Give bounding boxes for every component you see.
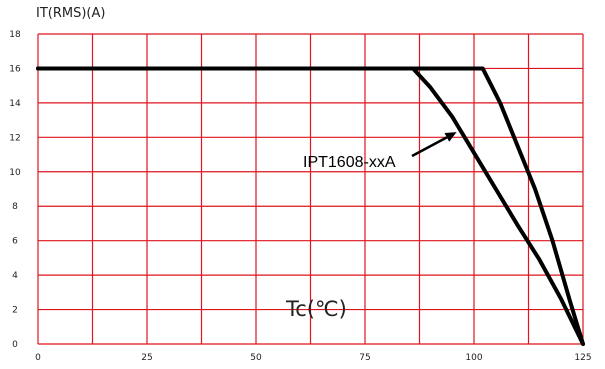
y-tick-label: 10 bbox=[9, 168, 21, 178]
x-tick-label: 75 bbox=[359, 353, 370, 363]
x-axis-label: Tc(℃) bbox=[285, 297, 347, 321]
y-tick-label: 8 bbox=[12, 202, 18, 212]
curves bbox=[36, 66, 585, 346]
y-tick-label: 18 bbox=[9, 30, 21, 40]
y-tick-label: 12 bbox=[9, 133, 20, 143]
x-axis-ticks: 0 25 50 75 100 125 bbox=[35, 353, 591, 363]
x-tick-label: 100 bbox=[465, 353, 482, 363]
series-line-2 bbox=[36, 66, 585, 346]
annotation-arrowhead bbox=[444, 132, 457, 142]
annotation-arrow bbox=[411, 136, 448, 158]
x-tick-label: 0 bbox=[35, 353, 41, 363]
x-tick-label: 125 bbox=[574, 353, 591, 363]
series-line-1 bbox=[36, 66, 585, 346]
y-axis-label: IT(RMS)(A) bbox=[36, 6, 105, 21]
y-tick-label: 14 bbox=[9, 99, 21, 109]
y-tick-label: 2 bbox=[12, 306, 18, 316]
annotation: IPT1608-xxA bbox=[303, 132, 457, 171]
y-axis-ticks: 0 2 4 6 8 10 12 14 16 18 bbox=[9, 30, 21, 350]
annotation-label: IPT1608-xxA bbox=[303, 154, 396, 171]
y-tick-label: 6 bbox=[12, 237, 18, 247]
y-tick-label: 0 bbox=[12, 340, 18, 350]
y-tick-label: 4 bbox=[12, 271, 18, 281]
x-tick-label: 50 bbox=[250, 353, 262, 363]
grid bbox=[37, 33, 584, 345]
x-tick-label: 25 bbox=[141, 353, 152, 363]
y-tick-label: 16 bbox=[9, 64, 21, 74]
